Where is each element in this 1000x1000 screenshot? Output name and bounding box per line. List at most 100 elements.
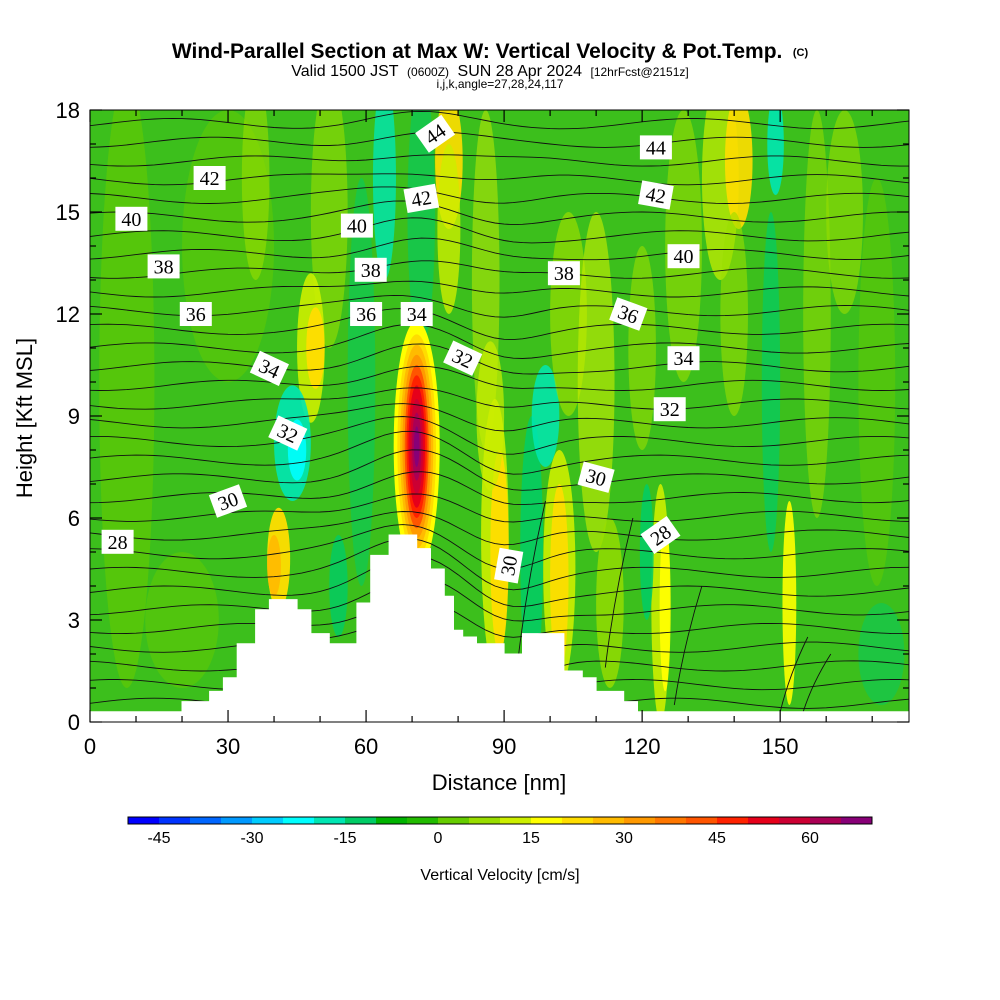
theta-contour: [90, 538, 909, 591]
contour-label-text: 40: [121, 209, 141, 231]
contour-label: 42: [193, 166, 226, 190]
velocity-cell: [628, 246, 656, 450]
updraft-core: [413, 426, 420, 467]
colorbar-segment: [531, 817, 563, 824]
x-axis: 0 30 60 90 120 150: [84, 110, 873, 759]
theta-contour: [90, 110, 909, 130]
velocity-cell: [372, 110, 396, 280]
contour-label: 30: [208, 484, 248, 518]
contour-label-text: 36: [356, 304, 376, 326]
colorbar-ticks: -45 -30 -15 0 15 30 45 60: [147, 830, 819, 847]
colorbar-segment: [283, 817, 315, 824]
contour-label-box: [179, 302, 212, 326]
colorbar-tick-label: -45: [147, 830, 170, 847]
velocity-cell: [437, 144, 461, 314]
theta-contour: [90, 387, 909, 410]
velocity-cell: [241, 110, 270, 280]
y-tick-label: 0: [68, 710, 80, 735]
contour-label-text: 40: [674, 246, 694, 268]
theta-contour: [90, 154, 909, 167]
contour-label-box: [101, 529, 134, 554]
contour-label: 32: [443, 340, 483, 376]
contour-label-text: 38: [154, 256, 174, 278]
theta-contour: [90, 576, 909, 622]
contour-label-box: [577, 461, 615, 493]
colorbar-segment: [159, 817, 191, 824]
contour-label: 38: [147, 254, 180, 279]
y-tick-label: 15: [56, 200, 80, 225]
contour-label-box: [249, 350, 289, 387]
velocity-cell: [858, 603, 905, 705]
contour-label-box: [147, 254, 180, 279]
contour-label-text: 42: [644, 183, 668, 208]
colorbar-label: Vertical Velocity [cm/s]: [420, 867, 579, 884]
colorbar: [127, 816, 873, 825]
velocity-cell: [767, 110, 784, 195]
contour-label: 30: [577, 461, 615, 493]
theta-contour: [604, 517, 634, 668]
contour-label: 32: [653, 397, 686, 422]
velocity-cell: [659, 521, 671, 692]
colorbar-segment: [779, 817, 811, 824]
colorbar-tick-label: 60: [801, 830, 819, 847]
contour-label-box: [400, 302, 433, 326]
contour-label: 36: [179, 302, 212, 326]
colorbar-segment: [841, 817, 873, 824]
colorbar-segment: [469, 817, 501, 824]
contour-label-text: 34: [407, 304, 427, 326]
contour-label-text: 38: [361, 260, 381, 282]
contour-label: 36: [609, 297, 648, 331]
contour-label-box: [403, 183, 440, 213]
theta-contour: [90, 186, 909, 204]
contour-label-box: [638, 180, 674, 210]
terrain-profile: [90, 534, 909, 722]
velocity-cell: [310, 110, 348, 348]
contour-label-box: [494, 547, 524, 584]
colorbar-tick-label: 0: [434, 830, 443, 847]
contour-label-text: 28: [108, 532, 128, 554]
velocity-cell: [858, 178, 896, 586]
y-tick-label: 3: [68, 608, 80, 633]
contour-label-text: 30: [497, 554, 522, 578]
y-tick-label: 12: [56, 302, 80, 327]
contour-label-box: [667, 346, 700, 371]
colorbar-segment: [128, 817, 160, 824]
x-tick-label: 90: [492, 734, 516, 759]
contour-label: 28: [101, 529, 134, 554]
velocity-cell: [639, 484, 654, 620]
contour-label-box: [653, 397, 686, 422]
contour-label-box: [667, 244, 700, 269]
theta-contour: [90, 599, 909, 638]
colorbar-segment: [810, 817, 842, 824]
contour-label-box: [415, 114, 456, 153]
contour-label-box: [443, 340, 483, 376]
chart-info-line: i,j,k,angle=27,28,24,117: [437, 77, 564, 91]
theta-contour: [90, 511, 909, 546]
contour-label-box: [547, 261, 580, 286]
contour-label-text: 34: [674, 348, 694, 370]
chart-title: Wind-Parallel Section at Max W: Vertical…: [172, 40, 809, 63]
colorbar-segment: [562, 817, 594, 824]
theta-contour: [90, 449, 909, 491]
contour-label-box: [640, 515, 681, 555]
colorbar-segment: [221, 817, 253, 824]
contour-label: 38: [547, 261, 580, 286]
velocity-cell: [803, 110, 831, 518]
x-tick-label: 150: [762, 734, 799, 759]
velocity-cell: [724, 110, 753, 229]
contour-label-text: 38: [554, 263, 574, 285]
velocity-cell: [720, 212, 748, 416]
colorbar-segment: [314, 817, 346, 824]
x-tick-label: 30: [216, 734, 240, 759]
velocity-cell: [782, 501, 797, 705]
y-tick-label: 9: [68, 404, 80, 429]
contour-label: 42: [403, 183, 440, 213]
contour-label: 44: [639, 135, 672, 160]
theta-contour: [90, 260, 909, 279]
theta-contour: [673, 585, 703, 706]
contour-label: 30: [494, 547, 524, 584]
contour-label-text: 36: [186, 304, 206, 326]
contour-label-text: 32: [660, 399, 680, 421]
theta-contour: [90, 131, 909, 148]
